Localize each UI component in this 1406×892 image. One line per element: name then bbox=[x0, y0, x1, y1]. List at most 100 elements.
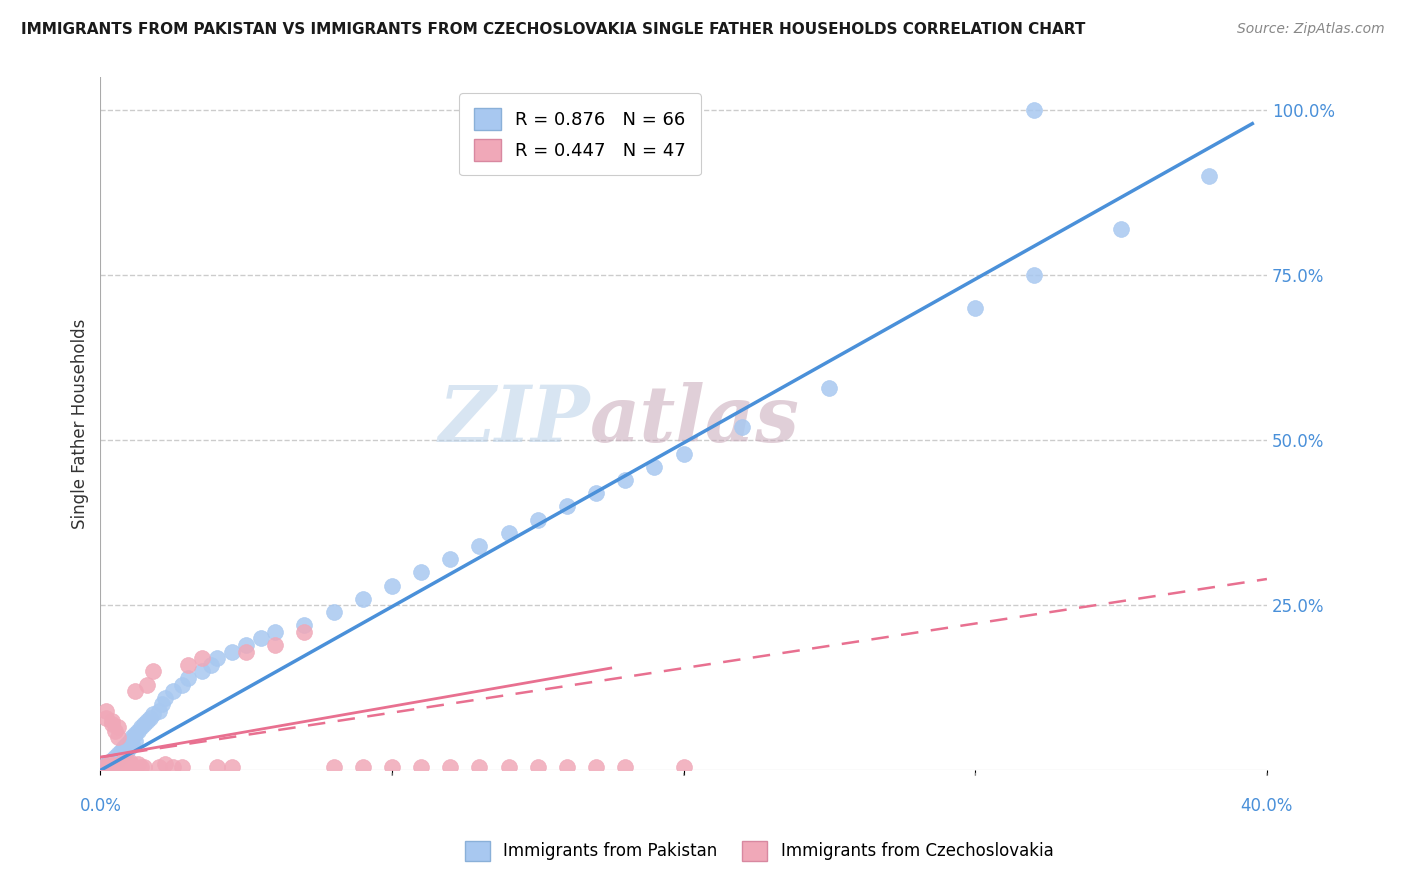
Point bbox=[191, 651, 214, 665]
Point bbox=[585, 760, 607, 774]
Point bbox=[191, 665, 214, 679]
Point bbox=[91, 760, 114, 774]
Point bbox=[127, 756, 149, 771]
Point bbox=[115, 737, 138, 751]
Point bbox=[98, 760, 121, 774]
Text: Source: ZipAtlas.com: Source: ZipAtlas.com bbox=[1237, 22, 1385, 37]
Point bbox=[96, 758, 118, 772]
Point bbox=[322, 605, 344, 619]
Point bbox=[112, 740, 135, 755]
Point bbox=[124, 684, 146, 698]
Point bbox=[104, 756, 127, 770]
Point bbox=[439, 552, 461, 566]
Y-axis label: Single Father Households: Single Father Households bbox=[72, 318, 89, 529]
Point bbox=[585, 486, 607, 500]
Point bbox=[118, 740, 141, 755]
Point bbox=[294, 624, 316, 639]
Point bbox=[322, 760, 344, 774]
Text: 0.0%: 0.0% bbox=[79, 797, 121, 814]
Point bbox=[965, 301, 987, 316]
Point bbox=[148, 760, 170, 774]
Point bbox=[91, 760, 114, 774]
Legend: Immigrants from Pakistan, Immigrants from Czechoslovakia: Immigrants from Pakistan, Immigrants fro… bbox=[458, 834, 1060, 868]
Text: atlas: atlas bbox=[591, 382, 800, 458]
Point bbox=[1022, 103, 1045, 118]
Point bbox=[118, 733, 141, 747]
Point bbox=[136, 714, 159, 728]
Point bbox=[162, 684, 184, 698]
Point bbox=[177, 657, 200, 672]
Point bbox=[139, 710, 162, 724]
Point bbox=[96, 704, 118, 718]
Point bbox=[672, 447, 695, 461]
Point bbox=[411, 760, 433, 774]
Point bbox=[121, 758, 143, 772]
Point bbox=[107, 721, 129, 735]
Text: IMMIGRANTS FROM PAKISTAN VS IMMIGRANTS FROM CZECHOSLOVAKIA SINGLE FATHER HOUSEHO: IMMIGRANTS FROM PAKISTAN VS IMMIGRANTS F… bbox=[21, 22, 1085, 37]
Point bbox=[818, 381, 841, 395]
Point bbox=[104, 751, 127, 765]
Point bbox=[200, 657, 222, 672]
Point bbox=[101, 756, 124, 771]
Point bbox=[148, 704, 170, 718]
Point bbox=[107, 754, 129, 768]
Point bbox=[177, 671, 200, 685]
Point bbox=[112, 754, 135, 768]
Point bbox=[439, 760, 461, 774]
Point bbox=[98, 760, 121, 774]
Text: ZIP: ZIP bbox=[439, 382, 591, 458]
Point bbox=[170, 760, 193, 774]
Point bbox=[110, 756, 132, 771]
Point bbox=[1109, 222, 1132, 236]
Point bbox=[264, 638, 287, 652]
Point bbox=[91, 760, 114, 774]
Point bbox=[264, 624, 287, 639]
Point bbox=[110, 750, 132, 764]
Point bbox=[498, 760, 520, 774]
Point bbox=[121, 737, 143, 751]
Point bbox=[235, 644, 257, 658]
Point bbox=[98, 756, 121, 771]
Point bbox=[118, 760, 141, 774]
Point bbox=[107, 731, 129, 745]
Point bbox=[153, 756, 176, 771]
Point bbox=[142, 665, 165, 679]
Point bbox=[98, 756, 121, 771]
Point bbox=[162, 760, 184, 774]
Point bbox=[104, 758, 127, 772]
Point bbox=[294, 618, 316, 632]
Point bbox=[614, 760, 637, 774]
Point bbox=[118, 756, 141, 770]
Point bbox=[115, 760, 138, 774]
Point bbox=[555, 760, 578, 774]
Point bbox=[104, 723, 127, 738]
Point bbox=[112, 747, 135, 761]
Point bbox=[132, 717, 155, 731]
Point bbox=[96, 710, 118, 724]
Point bbox=[150, 698, 173, 712]
Point bbox=[221, 760, 243, 774]
Point bbox=[1198, 169, 1220, 184]
Point bbox=[468, 539, 491, 553]
Point bbox=[381, 579, 404, 593]
Point bbox=[142, 707, 165, 722]
Point bbox=[121, 731, 143, 745]
Point bbox=[468, 760, 491, 774]
Point bbox=[132, 760, 155, 774]
Point bbox=[101, 754, 124, 768]
Point bbox=[352, 760, 374, 774]
Point bbox=[614, 473, 637, 487]
Point bbox=[115, 743, 138, 757]
Point bbox=[127, 723, 149, 738]
Point bbox=[498, 525, 520, 540]
Point bbox=[672, 760, 695, 774]
Point bbox=[96, 760, 118, 774]
Point bbox=[527, 760, 550, 774]
Point bbox=[381, 760, 404, 774]
Point bbox=[110, 743, 132, 757]
Point bbox=[124, 727, 146, 741]
Point bbox=[205, 651, 228, 665]
Point bbox=[170, 677, 193, 691]
Point bbox=[129, 760, 152, 774]
Point bbox=[249, 632, 271, 646]
